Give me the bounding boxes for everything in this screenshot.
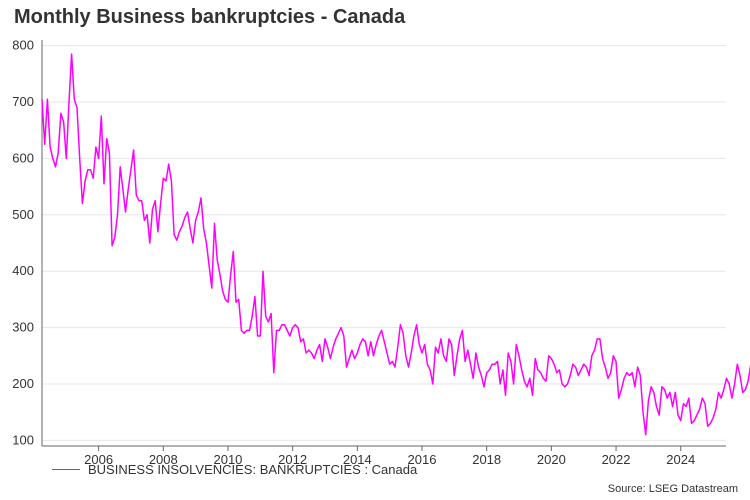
y-tick-label: 500 bbox=[12, 207, 34, 222]
y-tick-label: 300 bbox=[12, 320, 34, 335]
x-tick-label: 2014 bbox=[343, 452, 372, 467]
y-tick-label: 600 bbox=[12, 150, 34, 165]
x-tick-label: 2016 bbox=[408, 452, 437, 467]
y-tick-label: 700 bbox=[12, 94, 34, 109]
y-tick-label: 400 bbox=[12, 263, 34, 278]
x-tick-label: 2006 bbox=[84, 452, 113, 467]
x-tick-label: 2020 bbox=[537, 452, 566, 467]
x-tick-label: 2012 bbox=[278, 452, 307, 467]
x-tick-label: 2010 bbox=[213, 452, 242, 467]
x-tick-label: 2024 bbox=[666, 452, 695, 467]
y-tick-label: 100 bbox=[12, 432, 34, 447]
series-line bbox=[41, 53, 750, 436]
chart-title: Monthly Business bankruptcies - Canada bbox=[14, 6, 406, 28]
source-note: Source: LSEG Datastream bbox=[607, 483, 738, 495]
legend: BUSINESS INSOLVENCIES: BANKRUPTCIES : Ca… bbox=[52, 462, 417, 477]
x-tick-label: 2022 bbox=[602, 452, 631, 467]
x-tick-label: 2008 bbox=[149, 452, 178, 467]
legend-label: BUSINESS INSOLVENCIES: BANKRUPTCIES : Ca… bbox=[88, 462, 418, 477]
y-tick-label: 200 bbox=[12, 376, 34, 391]
x-tick-label: 2018 bbox=[472, 452, 501, 467]
legend-swatch bbox=[52, 469, 80, 470]
y-tick-label: 800 bbox=[12, 38, 34, 53]
